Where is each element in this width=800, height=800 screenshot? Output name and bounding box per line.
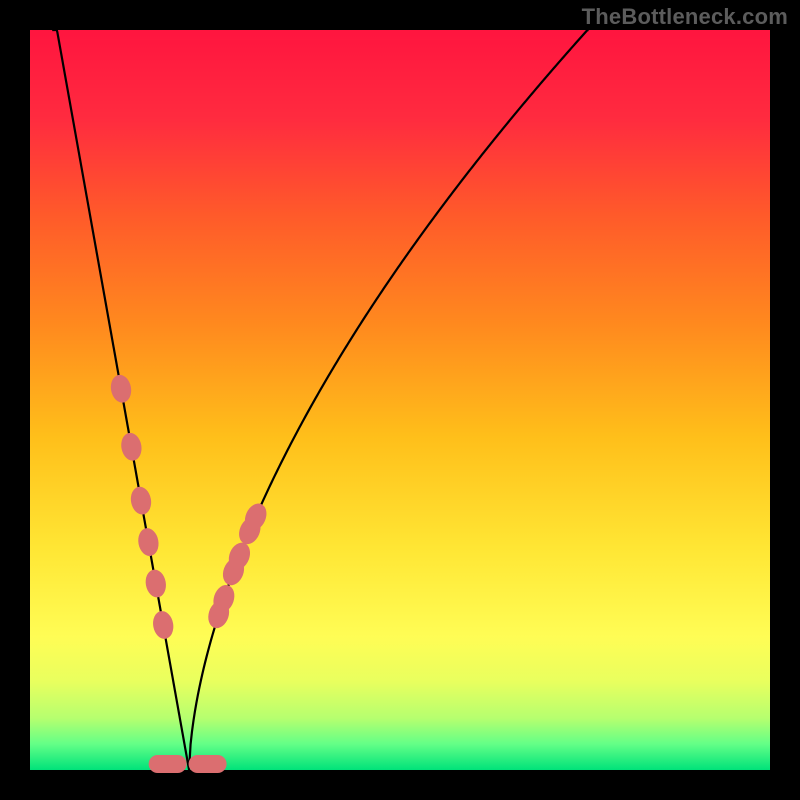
chart-frame: TheBottleneck.com [0,0,800,800]
bottleneck-chart [0,0,800,800]
marker-bottom-cap [149,755,187,773]
gradient-background [30,30,770,770]
watermark-text: TheBottleneck.com [582,4,788,30]
marker-bottom-cap [189,755,227,773]
